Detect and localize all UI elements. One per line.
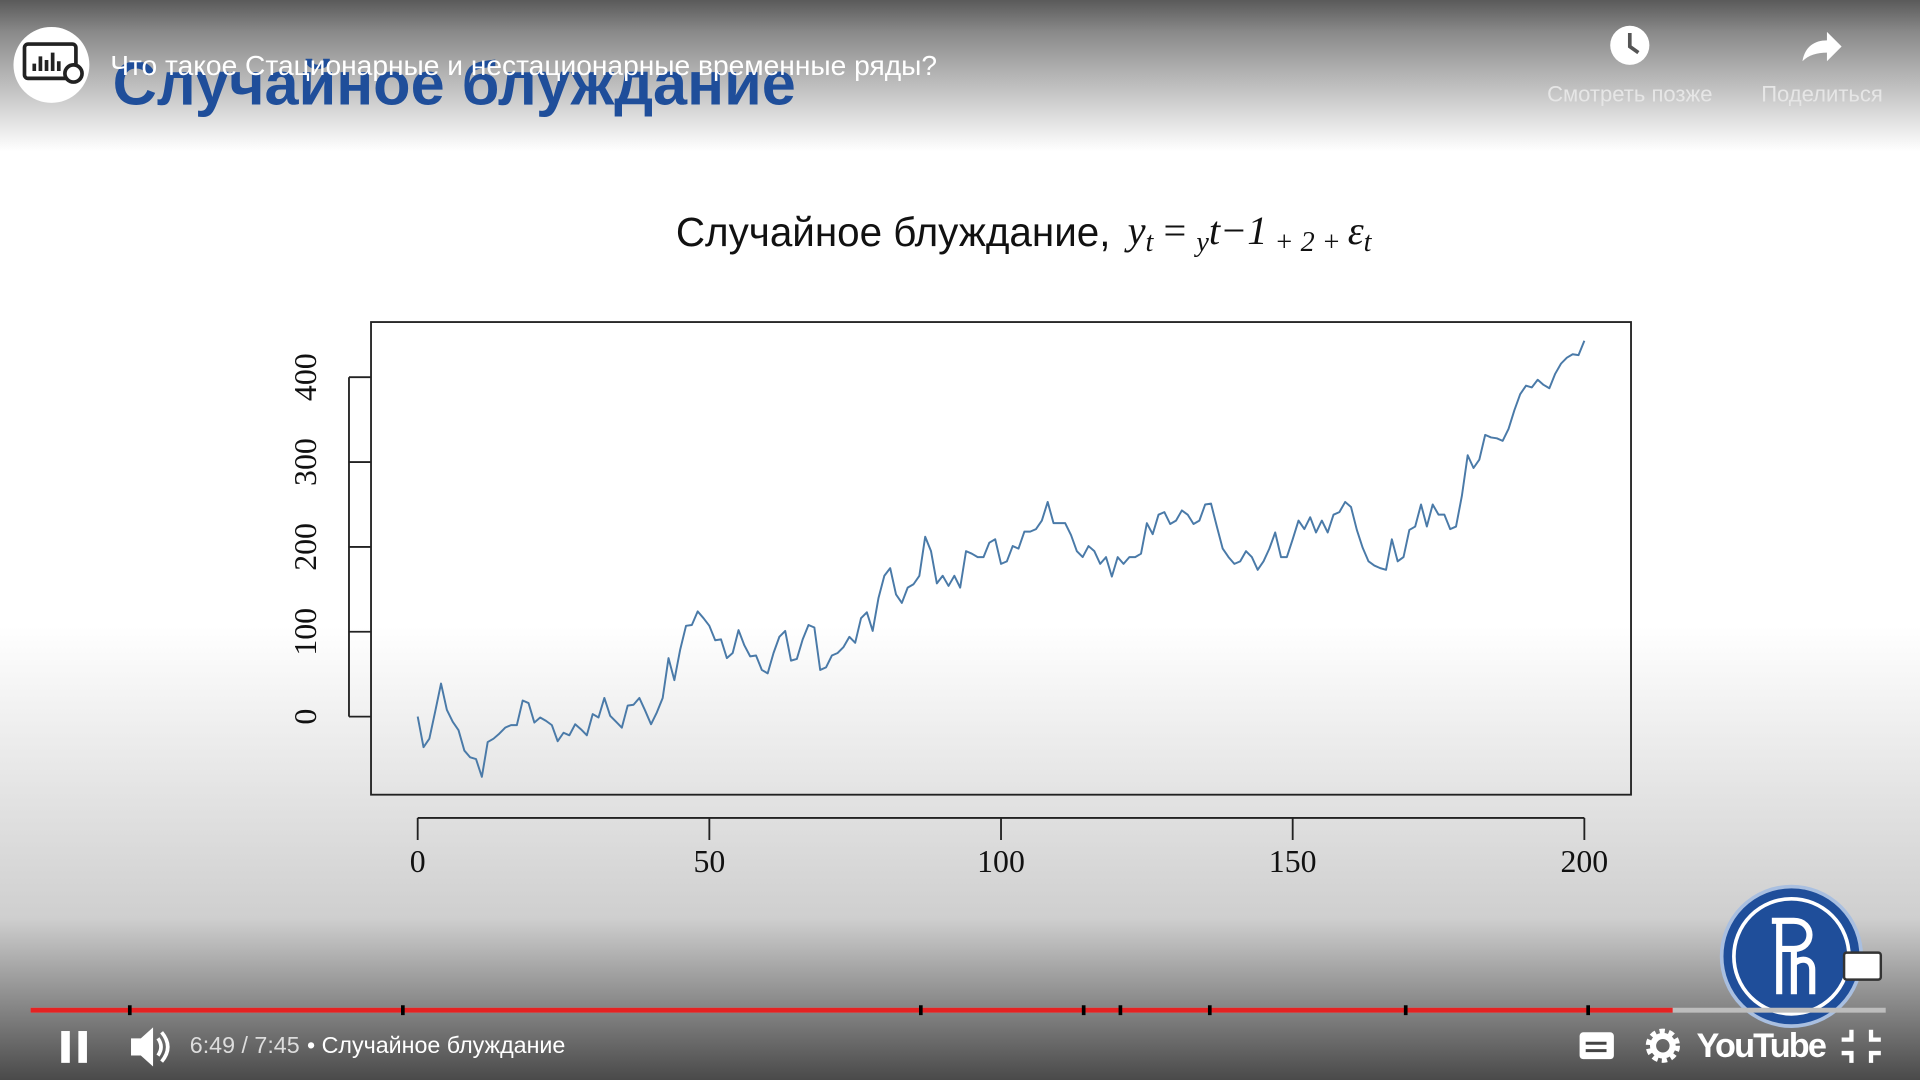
formula-subscript: + 2 + (1268, 227, 1348, 258)
pause-button[interactable] (61, 1031, 87, 1063)
x-tick-label: 200 (1560, 844, 1608, 879)
formula-part: ε (1348, 208, 1364, 253)
progress-played (30, 1007, 1673, 1013)
watch-later-button[interactable]: Смотреть позже (1547, 25, 1712, 107)
share-icon (1802, 31, 1842, 62)
volume-button[interactable] (131, 1027, 170, 1067)
clock-hands (1627, 33, 1640, 55)
progress-bar[interactable] (30, 1005, 1886, 1016)
y-tick-label: 300 (288, 438, 323, 486)
chapter-title[interactable]: • Случайное блуждание (307, 1032, 565, 1058)
data-line (416, 340, 1586, 778)
avatar-bars (32, 52, 61, 72)
x-tick-label: 100 (977, 844, 1025, 879)
slide-heading: Случайное блуждание (113, 49, 796, 117)
formula-subscript: t (1146, 227, 1155, 258)
formula-part: y (1124, 208, 1146, 253)
y-tick-label: 400 (288, 353, 323, 401)
gear-body (1650, 1032, 1676, 1059)
watch-later-label: Смотреть позже (1547, 81, 1712, 106)
pause-bar (61, 1031, 70, 1063)
subtitles-lines (1585, 1041, 1607, 1053)
video-title[interactable]: Что такое Стационарные и нестационарные … (110, 50, 937, 81)
pause-bar (78, 1031, 87, 1063)
formula-part: = (1153, 208, 1196, 253)
chapter-gaps (127, 1005, 1590, 1016)
formula-subscript: t (1364, 227, 1373, 258)
chart-title-text: Случайное блуждание, (676, 209, 1111, 255)
exit-fullscreen-icon (1841, 1029, 1881, 1063)
y-tick-label: 0 (288, 709, 323, 725)
share-button[interactable]: Поделиться (1761, 31, 1883, 107)
channel-avatar[interactable] (13, 26, 90, 103)
x-tick-label: 0 (410, 844, 426, 879)
x-tick-label: 150 (1269, 844, 1317, 879)
subtitles-icon (1579, 1032, 1614, 1060)
chart-title: Случайное блуждание, yt = yt−1 + 2 + εt (676, 208, 1373, 258)
youtube-logo[interactable]: YouTube (1697, 1027, 1828, 1065)
subtitles-button[interactable] (1579, 1032, 1614, 1060)
avatar-magnifier (63, 63, 84, 84)
chart: Случайное блуждание, yt = yt−1 + 2 + εt 0… (288, 208, 1632, 879)
avatar-icon (22, 42, 78, 81)
y-tick-label: 100 (288, 608, 323, 656)
formula-subscript: y (1193, 227, 1209, 258)
formula-part: t−1 (1209, 208, 1268, 253)
exit-fullscreen-button[interactable] (1841, 1029, 1881, 1063)
plot-frame (370, 321, 1632, 796)
x-tick-label: 50 (693, 844, 725, 879)
share-label: Поделиться (1761, 81, 1883, 106)
speaker-waves (156, 1031, 170, 1063)
logo-glyph (1771, 917, 1816, 995)
y-tick-label: 200 (288, 523, 323, 571)
speaker-icon (131, 1027, 154, 1067)
hse-logo[interactable] (1719, 884, 1883, 1028)
logo-badge (1842, 951, 1883, 981)
time-display: 6:49 / 7:45 (190, 1032, 300, 1058)
